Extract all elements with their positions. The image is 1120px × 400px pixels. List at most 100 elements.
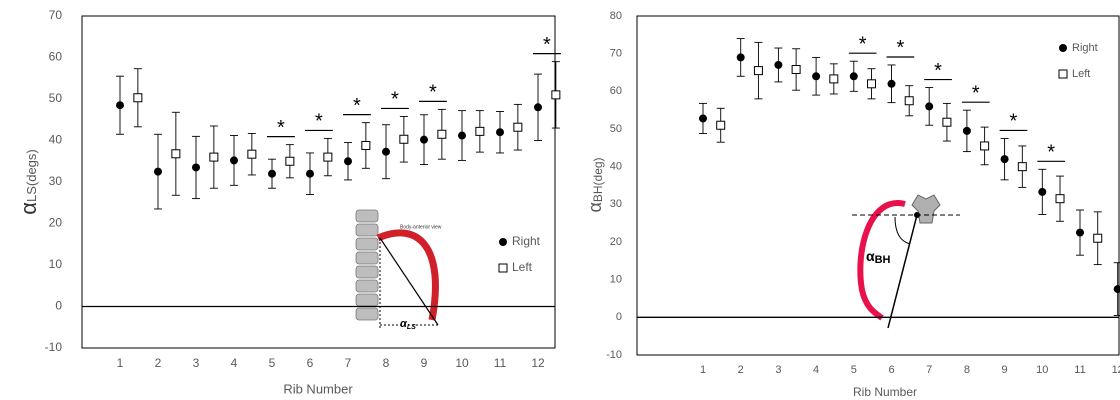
point: [551, 90, 561, 100]
y-axis-label-sub: LS(degs): [24, 149, 39, 202]
point: [268, 169, 276, 178]
x-tick-label: 1: [117, 356, 124, 370]
legend-marker: [1059, 44, 1067, 52]
point: [513, 122, 523, 132]
y-tick-label: 0: [55, 299, 62, 313]
y-tick-label: 50: [49, 91, 63, 105]
y-axis-label: αBH(deg): [585, 157, 605, 212]
point: [475, 126, 485, 136]
point: [323, 152, 333, 162]
x-axis-label: Rib Number: [853, 385, 917, 399]
point: [285, 156, 295, 166]
point: [496, 128, 504, 137]
point: [247, 149, 257, 159]
point: [458, 131, 466, 140]
point: [829, 74, 839, 84]
point: [1076, 228, 1084, 237]
x-tick-label: 6: [307, 356, 314, 370]
y-axis-label-sub: BH(deg): [591, 157, 605, 202]
significance-marker: *: [353, 95, 361, 117]
legend-marker: [499, 238, 507, 246]
y-tick-label: 20: [49, 216, 63, 230]
significance-marker: *: [934, 60, 942, 82]
x-tick-label: 9: [1002, 364, 1008, 376]
legend-label: Right: [512, 234, 541, 248]
x-axis-label: Rib Number: [283, 381, 353, 396]
x-tick-label: 7: [926, 364, 932, 376]
point: [791, 64, 801, 74]
x-tick-label: 2: [155, 356, 162, 370]
inset-alpha: αLS: [400, 318, 416, 331]
point: [534, 103, 542, 112]
plot-frame: [636, 15, 1120, 356]
point: [361, 140, 371, 150]
x-tick-label: 10: [455, 356, 469, 370]
inset-alpha-sub: LS: [407, 324, 416, 331]
x-tick-label: 1: [700, 364, 706, 376]
point: [1093, 233, 1103, 243]
x-tick-label: 11: [1074, 364, 1085, 376]
y-tick-label: 30: [610, 198, 622, 210]
x-tick-label: 4: [231, 356, 238, 370]
inset-alpha: αBH: [866, 248, 891, 266]
x-tick-label: 10: [1036, 364, 1048, 376]
y-tick-label: 80: [610, 10, 622, 22]
significance-marker: *: [859, 33, 867, 55]
significance-marker: *: [391, 89, 399, 111]
y-tick-label: -10: [45, 340, 63, 354]
x-tick-label: 3: [193, 356, 200, 370]
x-tick-label: 8: [383, 356, 390, 370]
significance-marker: *: [1047, 142, 1055, 164]
significance-marker: *: [896, 37, 904, 59]
point: [904, 96, 914, 106]
x-tick-label: 7: [345, 356, 352, 370]
significance-marker: *: [277, 117, 285, 139]
point: [154, 167, 162, 176]
inset-alpha-sub: BH: [875, 254, 891, 266]
y-tick-label: 20: [610, 236, 622, 248]
point: [116, 101, 124, 110]
y-axis-label-symbol: α: [585, 202, 605, 212]
point: [192, 163, 200, 172]
point: [133, 93, 143, 103]
y-tick-label: 40: [49, 133, 63, 147]
y-tick-label: 10: [610, 274, 622, 286]
point: [1038, 187, 1047, 196]
x-tick-label: 12: [1112, 364, 1120, 376]
x-tick-label: 8: [964, 364, 970, 376]
y-tick-label: 0: [616, 311, 622, 323]
point: [382, 147, 390, 156]
y-tick-label: 70: [49, 8, 63, 22]
inset-alpha-symbol: α: [400, 318, 408, 330]
inset-alpha-symbol: α: [866, 248, 875, 264]
legend-marker: [1058, 69, 1068, 79]
y-tick-label: 50: [610, 123, 622, 135]
point: [774, 60, 783, 69]
significance-marker: *: [1010, 111, 1018, 133]
point: [812, 72, 821, 81]
significance-marker: *: [543, 34, 551, 56]
x-tick-label: 6: [888, 364, 894, 376]
point: [399, 134, 409, 144]
point: [1113, 285, 1120, 294]
y-tick-label: -10: [606, 349, 622, 361]
y-tick-label: 30: [49, 174, 63, 188]
legend-label: Right: [1072, 42, 1098, 54]
point: [437, 129, 447, 139]
point: [171, 149, 181, 159]
point: [716, 120, 726, 130]
significance-marker: *: [429, 82, 437, 104]
x-tick-label: 12: [531, 356, 545, 370]
point: [420, 135, 428, 144]
point: [962, 126, 971, 135]
x-tick-label: 5: [851, 364, 857, 376]
y-tick-label: 60: [610, 85, 622, 97]
point: [1017, 162, 1027, 172]
point: [344, 157, 352, 166]
y-axis-label-symbol: α: [16, 202, 41, 215]
point: [1055, 194, 1065, 204]
y-tick-label: 10: [49, 257, 63, 271]
y-axis-label: αLS(degs): [16, 149, 41, 214]
